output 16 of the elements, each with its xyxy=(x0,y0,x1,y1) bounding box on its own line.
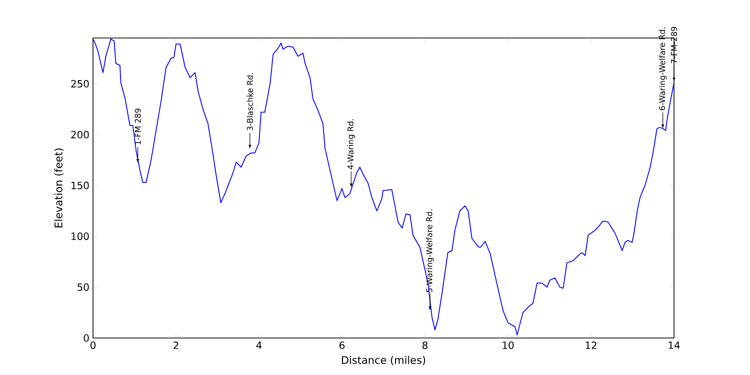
x-tick-label: 10 xyxy=(502,342,514,350)
y-tick-label: 50 xyxy=(78,283,89,291)
x-tick-label: 4 xyxy=(256,342,262,349)
x-tick-label: 8 xyxy=(422,342,428,350)
y-tick-label: 150 xyxy=(72,182,89,190)
x-tick-label: 6 xyxy=(340,342,345,350)
x-tick-label: 2 xyxy=(174,342,178,349)
x-tick-label: 14 xyxy=(668,342,680,349)
y-tick-label: 100 xyxy=(72,232,89,240)
y-tick-label: 200 xyxy=(71,130,89,138)
x-axis-title: Distance (miles) xyxy=(342,356,426,366)
y-tick-label: 250 xyxy=(71,80,89,88)
y-axis-title: Elevation (feet) xyxy=(54,148,64,228)
x-tick-label: 0 xyxy=(90,342,96,350)
y-tick-label: 0 xyxy=(84,334,89,342)
x-tick-label: 12 xyxy=(586,342,596,349)
